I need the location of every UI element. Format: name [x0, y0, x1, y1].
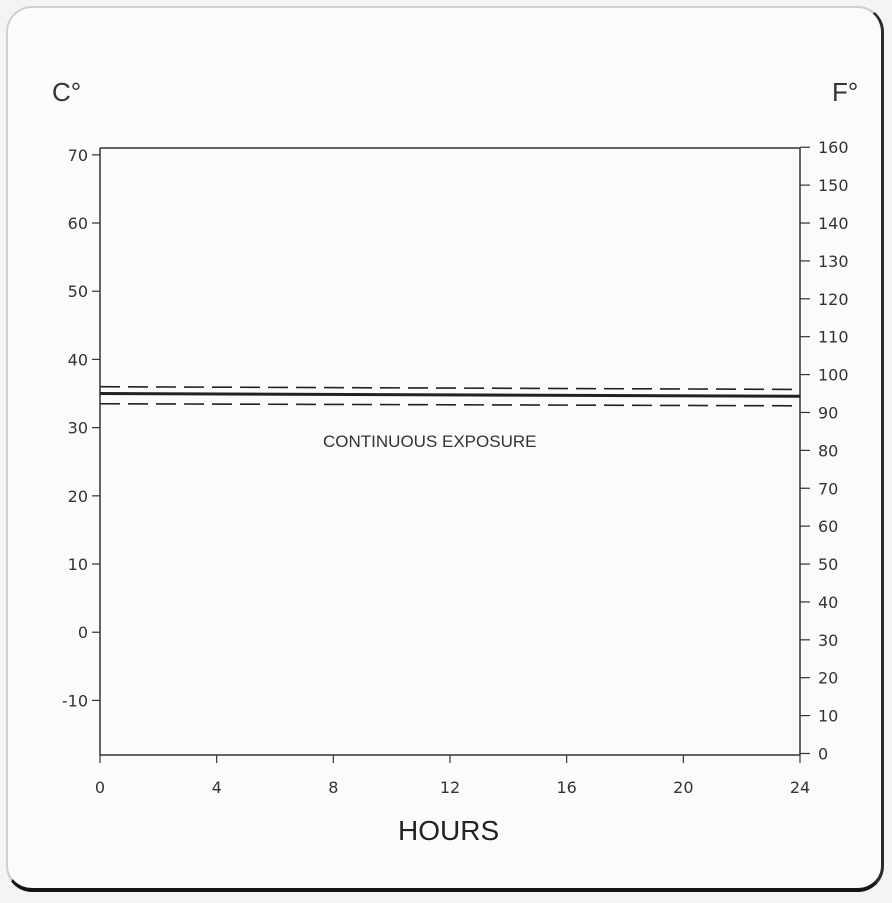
x-tick-label: 0 [95, 778, 105, 797]
x-tick-label: 20 [673, 778, 693, 797]
fahrenheit-tick-label: 100 [818, 366, 849, 385]
chart-card [6, 6, 884, 892]
x-tick-label: 4 [212, 778, 222, 797]
temperature-series-line-2 [99, 392, 801, 398]
celsius-tick-label: 50 [68, 282, 88, 301]
celsius-tick-label: 40 [68, 350, 88, 369]
fahrenheit-tick-label: 160 [818, 138, 849, 157]
celsius-tick-label: 30 [68, 419, 88, 438]
fahrenheit-tick-label: 120 [818, 290, 849, 309]
fahrenheit-tick-label: 60 [818, 517, 838, 536]
celsius-tick-label: 10 [68, 555, 88, 574]
continuous-exposure-annotation: CONTINUOUS EXPOSURE [323, 432, 536, 451]
fahrenheit-tick-label: 80 [818, 441, 838, 460]
fahrenheit-tick-label: 90 [818, 403, 838, 422]
fahrenheit-tick-label: 140 [818, 214, 849, 233]
temperature-series-line-1 [99, 385, 801, 391]
celsius-tick-label: -10 [62, 691, 88, 710]
celsius-unit-label: C° [52, 77, 81, 107]
x-axis-label: HOURS [398, 815, 499, 846]
fahrenheit-tick-label: 10 [818, 707, 838, 726]
celsius-tick-label: 60 [68, 214, 88, 233]
fahrenheit-tick-label: 40 [818, 593, 838, 612]
fahrenheit-unit-label: F° [832, 77, 858, 107]
x-tick-label: 24 [790, 778, 810, 797]
celsius-tick-label: 70 [68, 146, 88, 165]
fahrenheit-tick-label: 150 [818, 176, 849, 195]
x-tick-label: 8 [328, 778, 338, 797]
fahrenheit-tick-label: 110 [818, 328, 849, 347]
celsius-tick-label: 0 [78, 623, 88, 642]
fahrenheit-tick-label: 0 [818, 744, 828, 763]
fahrenheit-tick-label: 130 [818, 252, 849, 271]
fahrenheit-tick-label: 50 [818, 555, 838, 574]
fahrenheit-tick-label: 30 [818, 631, 838, 650]
celsius-tick-label: 20 [68, 487, 88, 506]
x-tick-label: 12 [440, 778, 460, 797]
fahrenheit-tick-label: 20 [818, 669, 838, 688]
x-tick-label: 16 [556, 778, 576, 797]
fahrenheit-tick-label: 70 [818, 479, 838, 498]
temperature-series-line-3 [99, 402, 801, 407]
